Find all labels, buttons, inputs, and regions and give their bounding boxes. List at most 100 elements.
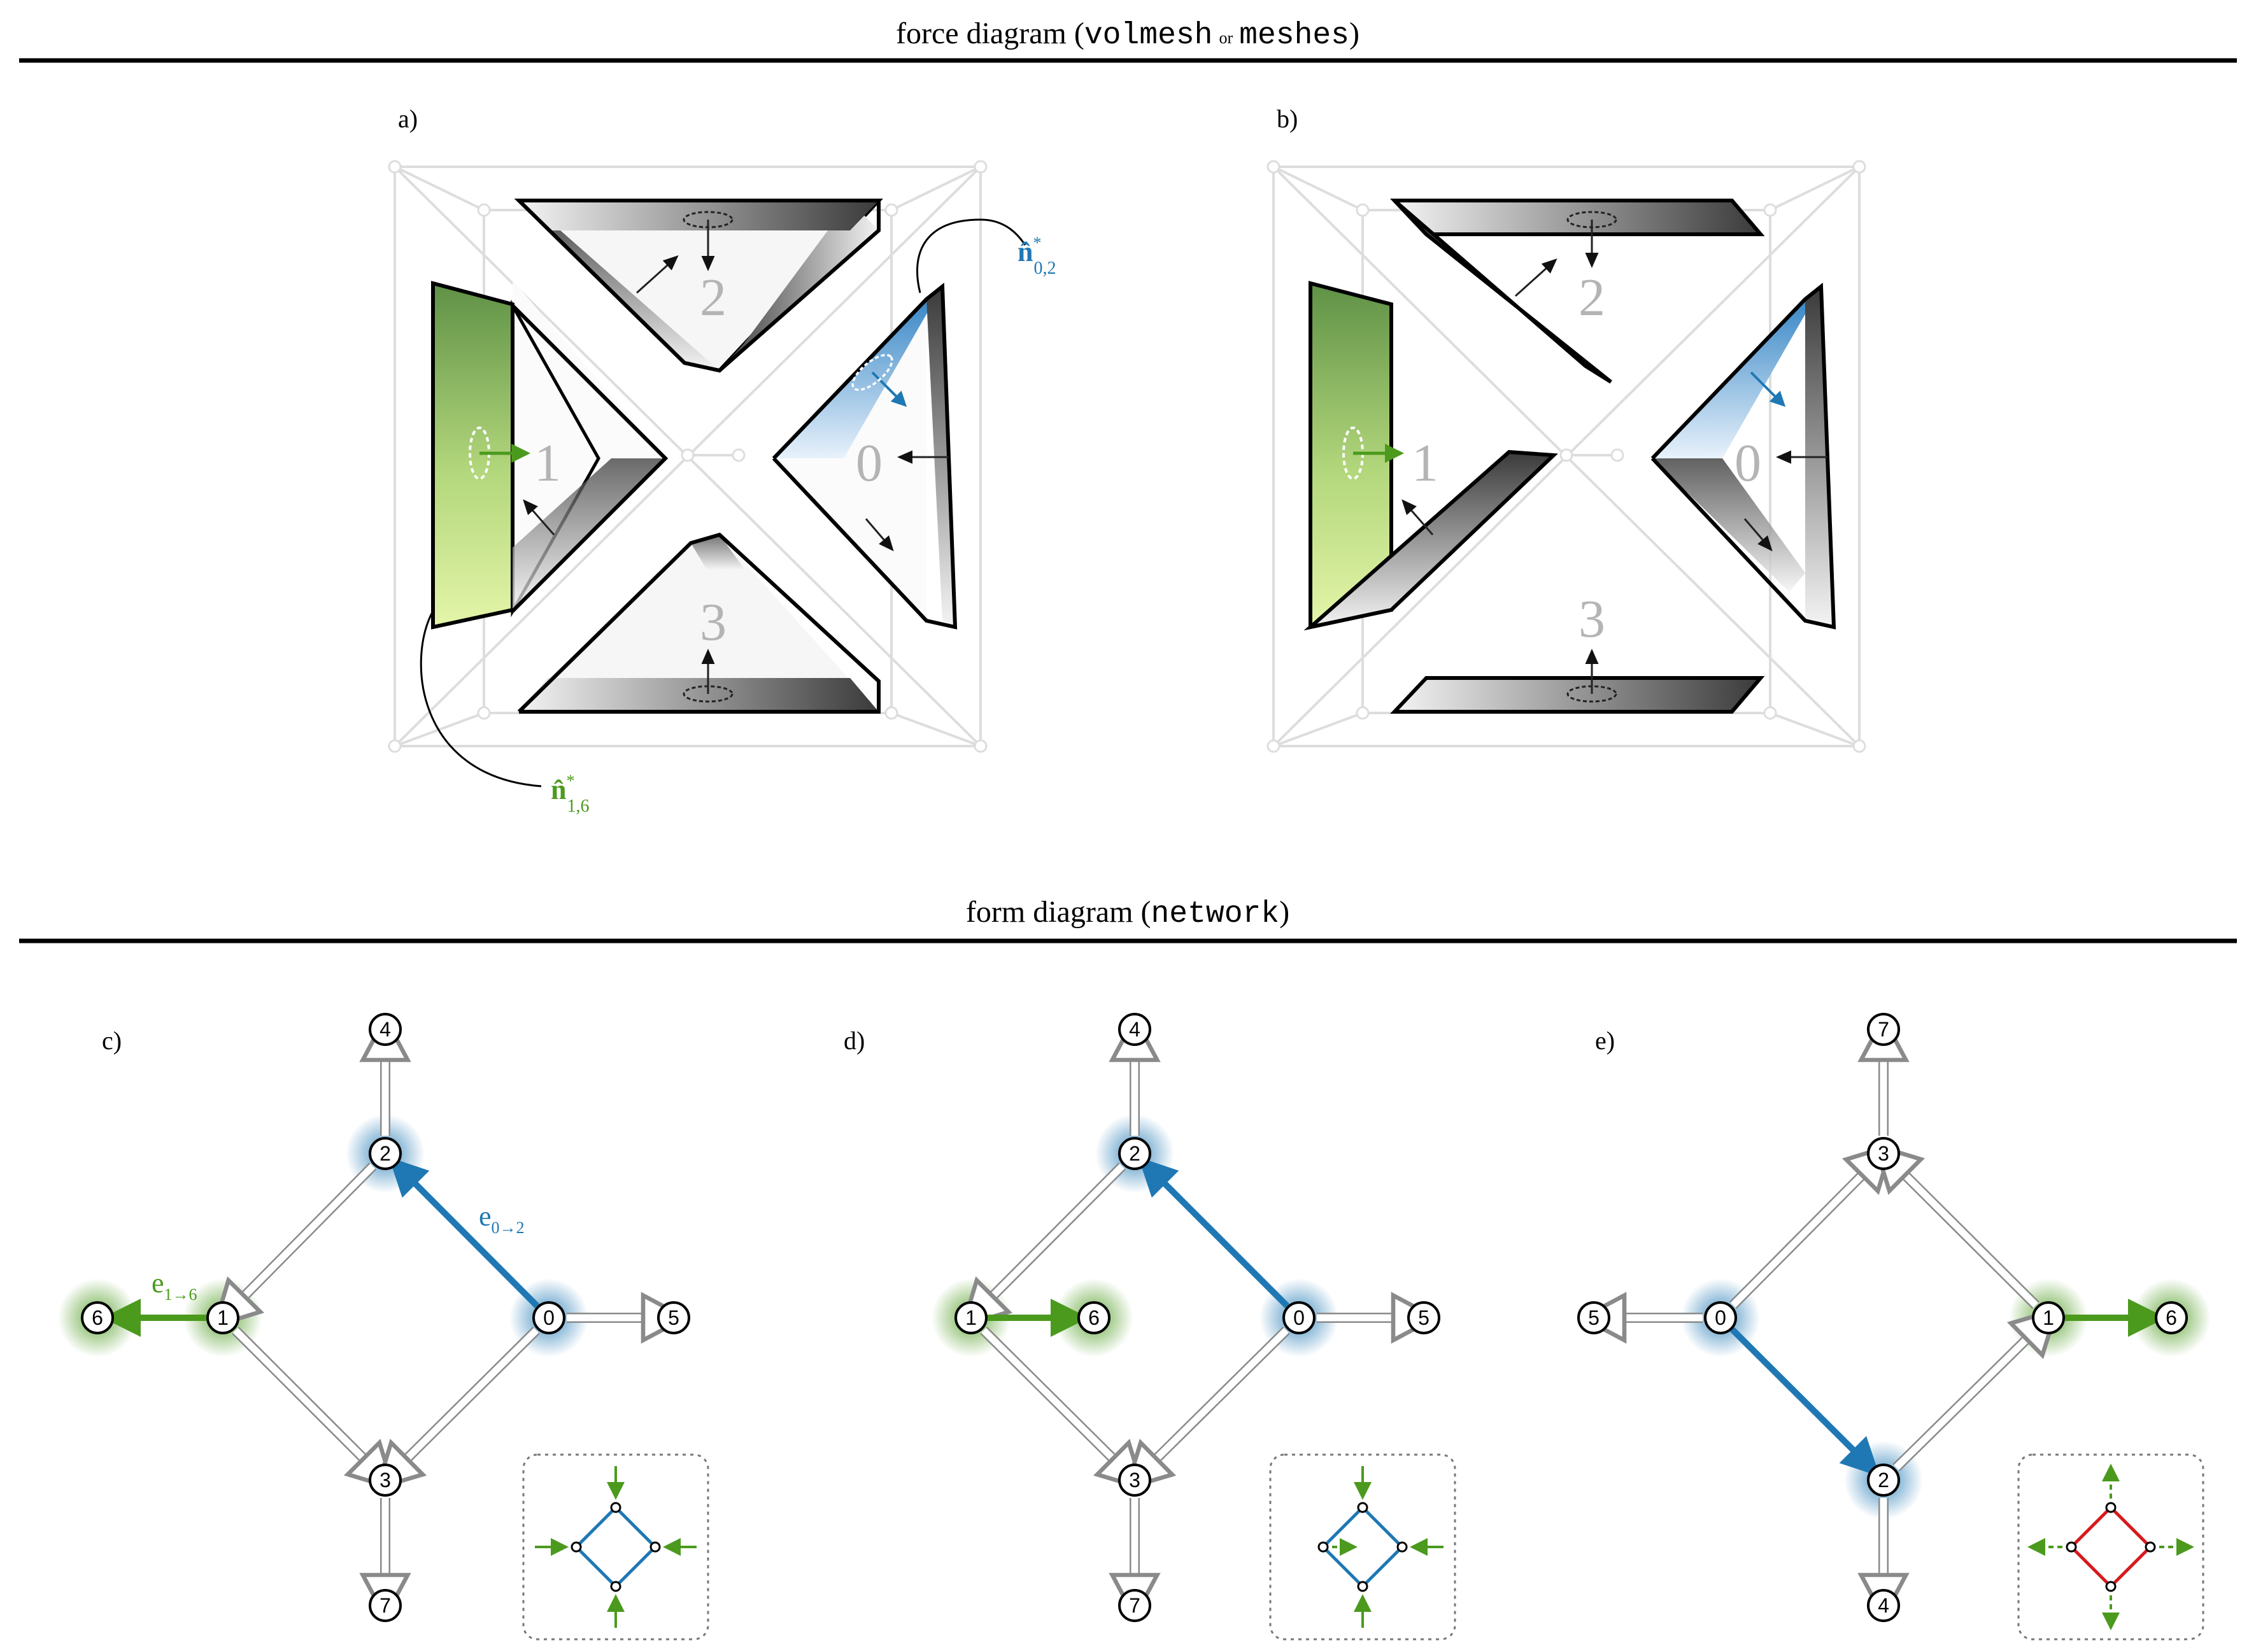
node-label-e-1: 1 bbox=[2043, 1306, 2054, 1329]
wireframe-b-nodes bbox=[1266, 160, 1866, 753]
edge-d-0-3 bbox=[1123, 1327, 1289, 1492]
inset-e-diamond bbox=[2069, 1505, 2153, 1589]
inset-c-vertex bbox=[610, 1581, 621, 1592]
inset-c-diamond bbox=[574, 1505, 658, 1589]
cell-3-label: 3 bbox=[700, 593, 727, 652]
panel-a-label: a) bbox=[398, 104, 418, 133]
node-label-d-3: 3 bbox=[1129, 1469, 1140, 1492]
cell-3-b: 3 bbox=[1390, 589, 1765, 714]
inset-d-vertex bbox=[1357, 1502, 1368, 1513]
node-d-7 bbox=[1118, 1589, 1151, 1622]
node-label-c-6: 6 bbox=[92, 1306, 103, 1329]
node-label-c-3: 3 bbox=[380, 1469, 391, 1492]
cell-1-label-b: 1 bbox=[1412, 434, 1438, 493]
inset-c-vertex bbox=[649, 1541, 661, 1553]
node-e-4 bbox=[1867, 1589, 1900, 1622]
node-c-0 bbox=[532, 1301, 565, 1334]
inset-e bbox=[2017, 1453, 2204, 1641]
node-label-e-0: 0 bbox=[1715, 1306, 1726, 1329]
node-label-d-5: 5 bbox=[1418, 1306, 1430, 1329]
force-diagram-heading: force diagram (volmesh or meshes) bbox=[896, 17, 1359, 53]
panel-b: b) 2 bbox=[1266, 104, 1866, 753]
node-e-7 bbox=[1867, 1013, 1900, 1046]
n16-leader bbox=[420, 611, 542, 787]
node-d-6 bbox=[1077, 1301, 1110, 1334]
inset-e-vertex bbox=[2066, 1541, 2077, 1553]
node-label-d-7: 7 bbox=[1129, 1594, 1140, 1617]
edge-d-2-1 bbox=[960, 1163, 1125, 1329]
panel-e-label: e) bbox=[1595, 1026, 1615, 1055]
cell-3-a: 3 bbox=[517, 532, 881, 714]
node-e-2 bbox=[1867, 1464, 1900, 1497]
node-c-7 bbox=[369, 1589, 402, 1622]
inset-d-vertex bbox=[1357, 1581, 1368, 1592]
cell-0-label: 0 bbox=[856, 434, 883, 493]
edge-c-2-1 bbox=[211, 1164, 376, 1329]
node-d-2 bbox=[1118, 1137, 1151, 1170]
panel-c-label: c) bbox=[102, 1026, 122, 1055]
inset-e-vertex bbox=[2145, 1541, 2156, 1553]
edge-e-1-3 bbox=[1872, 1142, 2039, 1308]
inset-d bbox=[1269, 1453, 1456, 1641]
node-d-4 bbox=[1118, 1013, 1151, 1046]
node-d-5 bbox=[1407, 1301, 1440, 1334]
panel-d: 0 1 2 3 4 5 6 7 bbox=[932, 1013, 1456, 1641]
form-diagrams: 0 1 2 3 4 5 6 7 0 1 2 3 4 5 6 7 0 1 2 3 4 5 6 7 bbox=[58, 1013, 2211, 1641]
form-diagram-heading: form diagram (network) bbox=[966, 895, 1289, 931]
inset-d-vertex bbox=[1317, 1541, 1329, 1553]
edge-c-0-3 bbox=[374, 1327, 539, 1492]
edge-d-0-2 bbox=[1138, 1157, 1290, 1309]
inset-e-vertex bbox=[2105, 1581, 2117, 1592]
node-label-d-2: 2 bbox=[1129, 1142, 1140, 1165]
node-c-1 bbox=[206, 1301, 239, 1334]
edge-e-0-2 bbox=[1729, 1327, 1880, 1477]
n02-leader-a bbox=[916, 218, 1026, 293]
cell-2-b: 2 bbox=[1390, 199, 1765, 384]
cell-1-label: 1 bbox=[534, 434, 561, 493]
panel-b-label: b) bbox=[1277, 104, 1298, 133]
node-c-3 bbox=[369, 1464, 402, 1497]
inset-c-vertex bbox=[610, 1502, 621, 1513]
edge-c-0-2 bbox=[388, 1157, 540, 1309]
e02-label: e0→2 bbox=[479, 1201, 525, 1237]
cell-0-label-b: 0 bbox=[1735, 434, 1761, 493]
node-e-5 bbox=[1577, 1301, 1610, 1334]
node-e-3 bbox=[1867, 1137, 1900, 1170]
node-label-c-2: 2 bbox=[380, 1142, 391, 1165]
node-c-4 bbox=[369, 1013, 402, 1046]
panel-d-label: d) bbox=[844, 1026, 865, 1055]
node-d-1 bbox=[954, 1301, 988, 1334]
e16-label: e1→6 bbox=[152, 1267, 197, 1304]
node-label-e-2: 2 bbox=[1878, 1469, 1889, 1492]
node-label-e-7: 7 bbox=[1878, 1018, 1889, 1041]
wireframe-a-nodes bbox=[388, 160, 988, 753]
cell-2-label-b: 2 bbox=[1578, 268, 1605, 327]
edge-d-1-3 bbox=[981, 1327, 1146, 1492]
edge-e-0-3 bbox=[1730, 1142, 1895, 1308]
node-label-c-7: 7 bbox=[380, 1594, 391, 1617]
node-c-6 bbox=[81, 1301, 114, 1334]
panel-c: 0 1 2 3 4 5 6 7 bbox=[58, 1013, 709, 1641]
node-d-0 bbox=[1282, 1301, 1316, 1334]
inset-e-vertex bbox=[2105, 1502, 2117, 1513]
node-label-d-0: 0 bbox=[1293, 1306, 1305, 1329]
node-label-c-1: 1 bbox=[217, 1306, 229, 1329]
node-label-c-0: 0 bbox=[543, 1306, 555, 1329]
node-e-6 bbox=[2155, 1301, 2188, 1334]
n16-label: n̂* 1,6 bbox=[551, 772, 589, 816]
cell-2-a: 2 bbox=[514, 199, 883, 373]
n02-label: n̂* 0,2 bbox=[1018, 234, 1056, 278]
node-d-3 bbox=[1118, 1464, 1151, 1497]
cell-1-b: 1 bbox=[1303, 281, 1558, 631]
node-c-5 bbox=[657, 1301, 690, 1334]
node-label-d-1: 1 bbox=[965, 1306, 977, 1329]
cell-0-b: 0 bbox=[1650, 282, 1836, 630]
node-label-d-6: 6 bbox=[1088, 1306, 1100, 1329]
node-label-e-6: 6 bbox=[2166, 1306, 2177, 1329]
edge-c-1-3 bbox=[232, 1327, 397, 1492]
inset-c-vertex bbox=[571, 1541, 582, 1553]
node-e-1 bbox=[2032, 1301, 2065, 1334]
cell-0-a: 0 bbox=[772, 282, 958, 630]
cell-1-a: 1 bbox=[431, 280, 669, 630]
